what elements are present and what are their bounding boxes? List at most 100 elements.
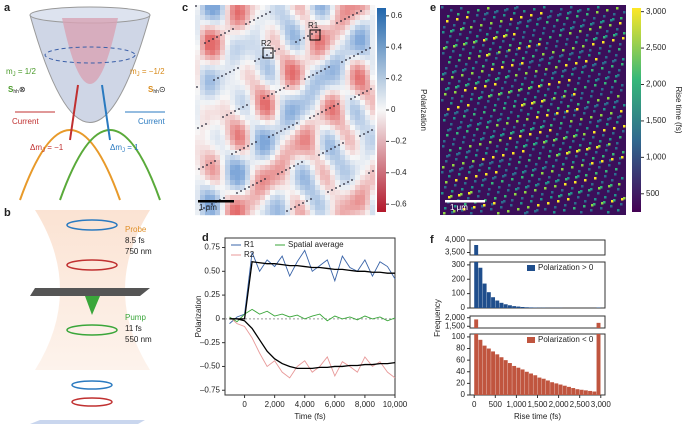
map-cell bbox=[606, 9, 609, 12]
map-cell bbox=[350, 55, 356, 61]
map-cell bbox=[320, 65, 326, 71]
map-cell bbox=[350, 145, 356, 151]
map-cell bbox=[370, 195, 376, 201]
map-cell bbox=[577, 175, 580, 178]
map-cell bbox=[260, 140, 266, 146]
map-cell bbox=[310, 10, 316, 16]
map-cell bbox=[290, 180, 296, 186]
map-cell bbox=[535, 163, 538, 166]
map-cell bbox=[504, 174, 507, 177]
map-cell bbox=[458, 80, 461, 83]
map-cell bbox=[546, 135, 549, 138]
map-cell bbox=[315, 135, 321, 141]
map-cell bbox=[250, 145, 256, 151]
map-cell bbox=[220, 50, 226, 56]
map-cell bbox=[545, 161, 548, 164]
map-cell bbox=[553, 211, 556, 214]
map-cell bbox=[265, 25, 271, 31]
map-cell bbox=[365, 170, 371, 176]
map-cell bbox=[265, 90, 271, 96]
map-dot bbox=[340, 20, 342, 22]
map-cell bbox=[546, 21, 549, 24]
map-cell bbox=[340, 155, 346, 161]
map-cell bbox=[588, 147, 591, 150]
map-cell bbox=[285, 30, 291, 36]
map-cell bbox=[200, 175, 206, 181]
map-cell bbox=[360, 15, 366, 21]
map-cell bbox=[320, 105, 326, 111]
map-cell bbox=[467, 125, 470, 128]
map-cell bbox=[614, 194, 617, 197]
map-cell bbox=[526, 211, 529, 214]
map-cell bbox=[570, 120, 573, 123]
map-cell bbox=[584, 86, 587, 89]
map-cell bbox=[265, 165, 271, 171]
map-cell bbox=[295, 195, 301, 201]
map-dot bbox=[353, 55, 355, 57]
map-cell bbox=[523, 145, 526, 148]
panel-letter: e bbox=[430, 2, 436, 14]
map-cell bbox=[619, 115, 622, 118]
map-cell bbox=[230, 25, 236, 31]
map-dot bbox=[228, 30, 230, 32]
map-cell bbox=[613, 13, 616, 16]
map-cell bbox=[541, 58, 544, 61]
map-cell bbox=[285, 95, 291, 101]
map-cell bbox=[245, 55, 251, 61]
bar bbox=[516, 306, 521, 308]
map-cell bbox=[370, 75, 376, 81]
map-cell bbox=[270, 110, 276, 116]
map-cell bbox=[477, 9, 480, 12]
map-cell bbox=[195, 50, 201, 56]
map-cell bbox=[335, 190, 341, 196]
map-dot bbox=[251, 143, 253, 145]
map-cell bbox=[260, 80, 266, 86]
map-cell bbox=[453, 117, 456, 120]
map-cell bbox=[579, 123, 582, 126]
map-cell bbox=[250, 50, 256, 56]
map-cell bbox=[220, 165, 226, 171]
map-cell bbox=[245, 140, 251, 146]
map-cell bbox=[497, 212, 500, 215]
map-cell bbox=[220, 85, 226, 91]
map-cell bbox=[496, 52, 499, 55]
map-cell bbox=[360, 185, 366, 191]
map-cell bbox=[255, 90, 261, 96]
map-cell bbox=[210, 95, 216, 101]
map-cell bbox=[479, 50, 482, 53]
map-cell bbox=[320, 160, 326, 166]
map-cell bbox=[370, 150, 376, 156]
map-cell bbox=[220, 200, 226, 206]
map-cell bbox=[300, 105, 306, 111]
colorbar-tick-label: 0.4 bbox=[391, 42, 403, 51]
map-cell bbox=[230, 100, 236, 106]
map-cell bbox=[581, 71, 584, 74]
map-cell bbox=[345, 55, 351, 61]
map-cell bbox=[350, 105, 356, 111]
map-cell bbox=[245, 195, 251, 201]
map-cell bbox=[549, 150, 552, 153]
map-cell bbox=[497, 191, 500, 194]
map-dot bbox=[336, 22, 338, 24]
map-cell bbox=[205, 40, 211, 46]
map-dot bbox=[320, 70, 322, 72]
map-cell bbox=[260, 180, 266, 186]
map-cell bbox=[499, 46, 502, 49]
map-cell bbox=[235, 155, 241, 161]
map-cell bbox=[300, 130, 306, 136]
map-cell bbox=[488, 53, 491, 56]
map-cell bbox=[235, 90, 241, 96]
map-cell bbox=[240, 205, 246, 211]
map-cell bbox=[527, 113, 530, 116]
map-cell bbox=[335, 50, 341, 56]
map-cell bbox=[521, 176, 524, 179]
map-cell bbox=[215, 30, 221, 36]
map-cell bbox=[360, 80, 366, 86]
map-cell bbox=[300, 5, 306, 11]
spin-label: mJ = −1/2 bbox=[130, 67, 165, 77]
map-cell bbox=[581, 164, 584, 167]
map-cell bbox=[443, 140, 446, 143]
map-cell bbox=[370, 170, 376, 176]
map-cell bbox=[564, 204, 567, 207]
map-cell bbox=[511, 199, 514, 202]
